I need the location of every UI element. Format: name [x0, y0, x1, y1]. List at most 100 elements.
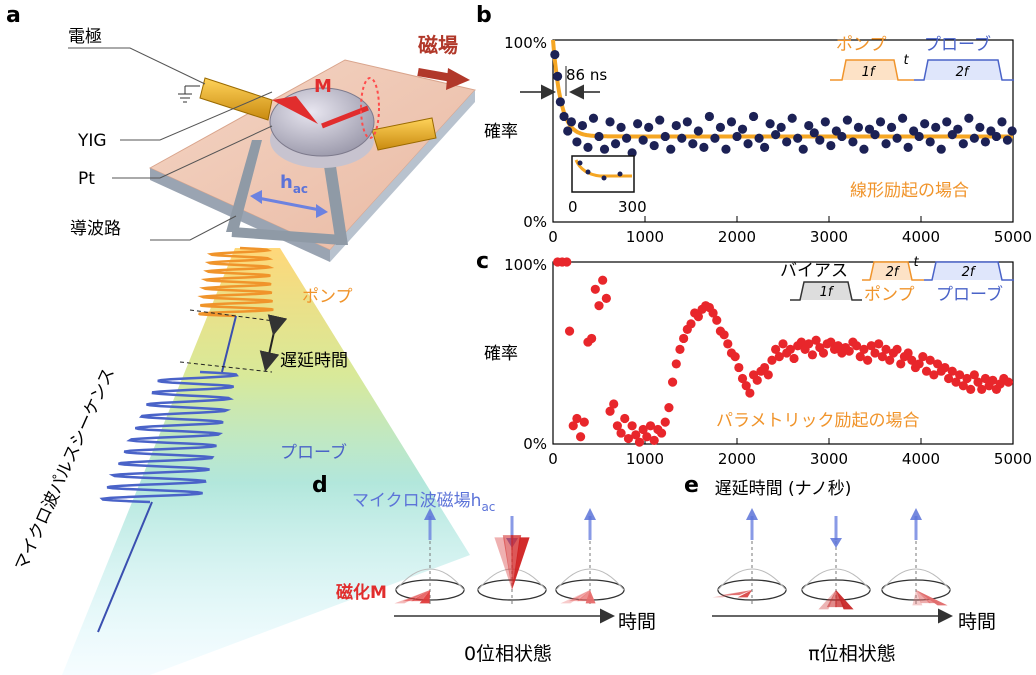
plot-c-data-point	[925, 355, 935, 365]
plot-c-data-point	[885, 355, 895, 365]
plot-c-data-point	[564, 326, 575, 336]
plot-b-xtick-label: 3000	[810, 228, 848, 246]
inset-tick-0: 0	[568, 198, 578, 216]
plot-b-data-point	[732, 131, 742, 142]
magnetization-vector	[737, 590, 752, 598]
plot-b-data-point	[743, 139, 753, 149]
plot-b-data-point	[566, 117, 577, 127]
plot-c-data-point	[579, 417, 589, 427]
magnetization-vector	[836, 590, 854, 610]
plot-b-data-point	[875, 117, 886, 127]
field-arrow	[417, 68, 453, 82]
leader-electrode	[68, 47, 206, 85]
plot-c-data-point	[811, 335, 821, 345]
plot-b-xtick-label: 2000	[718, 228, 756, 246]
plot-b-data-point	[853, 122, 864, 132]
plot-c-data-point	[598, 275, 608, 285]
inset-point	[617, 171, 623, 177]
plot-b-data-point	[914, 131, 924, 142]
plot-c-ylabel: 確率	[484, 344, 518, 364]
plot-c-data-point	[609, 399, 619, 409]
plot-b-data-point	[920, 119, 930, 129]
magnetization-vector	[916, 590, 948, 606]
leader-waveguide	[150, 215, 237, 241]
plot-c-data-point	[623, 433, 634, 444]
plot-b-data-point	[964, 113, 974, 123]
plot-b-data-point	[870, 130, 880, 140]
plot-b-data-point	[599, 144, 610, 154]
plot-c-data-point	[947, 366, 957, 376]
plot-b-data-point	[699, 142, 709, 152]
precession-dome	[395, 568, 465, 591]
magnetization-vector	[411, 590, 430, 602]
plot-c-data-point	[771, 344, 781, 354]
label-waveguide: 導波路	[70, 219, 121, 239]
plot-c-data-point	[951, 377, 961, 387]
plot-b-data-point	[787, 113, 797, 123]
plot-b-data-point	[737, 124, 748, 134]
plot-b-data-point	[715, 122, 726, 132]
plot-b-data-point	[671, 120, 681, 131]
plot-b-data-point	[837, 131, 847, 142]
plot-c-data-point	[852, 341, 862, 351]
plot-c-data-point	[877, 352, 887, 362]
plot-b-data-point	[677, 133, 687, 143]
plot-b-data-point	[936, 144, 946, 154]
legend-c-probe-freq: 2f	[962, 265, 977, 280]
plot-c-data-point	[594, 301, 604, 311]
precession-dome	[555, 568, 625, 591]
plot-c-data-point	[866, 341, 876, 351]
label-pump: ポンプ	[302, 287, 353, 307]
precession-dome	[801, 568, 871, 591]
plot-c-xtick-label: 3000	[810, 450, 848, 468]
plot-c-data-point	[980, 373, 991, 384]
plot-c-data-point	[656, 428, 667, 438]
plot-b-data-point	[644, 122, 654, 132]
plot-b-data-point	[588, 113, 599, 123]
plot-c-data-point	[745, 388, 755, 398]
plot-b-data-point	[655, 115, 665, 125]
plot-b-data-point	[881, 139, 891, 149]
plot-b-data-point	[804, 120, 814, 131]
label-sequence: マイクロ波パルスシーケンス	[11, 365, 119, 574]
plot-c-data-point	[962, 373, 972, 384]
microwave-beam	[62, 248, 470, 675]
plot-c-data-point	[944, 373, 954, 384]
plot-b-data-point	[892, 133, 902, 143]
magnetization-vector	[585, 590, 596, 604]
plot-b-data-point	[1007, 126, 1017, 136]
plot-c-data-point	[752, 375, 762, 385]
plot-b-data-point	[693, 126, 703, 136]
plot-c-data-point	[903, 348, 913, 358]
label-magnetic-field: 磁場	[418, 33, 458, 57]
label-time-e: 時間	[958, 611, 996, 633]
legend-c-bias: バイアス	[780, 261, 848, 281]
plot-b-data-point	[859, 144, 869, 154]
plot-c-data-point	[634, 437, 645, 447]
inset-tick-300: 300	[618, 198, 647, 216]
pump-waveform	[197, 246, 275, 318]
plot-b-data-point	[583, 142, 593, 152]
plot-b-data-point	[931, 122, 941, 132]
plot-b-data-point	[798, 144, 808, 154]
magnetization-vector	[818, 590, 836, 610]
label-hac-sub: ac	[293, 182, 308, 196]
magnetization-vector	[729, 590, 752, 596]
plot-c-data-point	[664, 403, 674, 413]
plot-c-data-point	[763, 370, 773, 380]
magnetization-vector	[419, 590, 430, 604]
label-pt: Pt	[78, 169, 95, 189]
plot-c-data-point	[576, 432, 586, 442]
microwave-field-arrowhead	[424, 508, 436, 520]
plot-b-data-point	[649, 140, 659, 151]
plot-b-xtick-label: 5000	[994, 228, 1032, 246]
inset-point	[601, 175, 607, 181]
plot-c-data-point	[616, 428, 626, 438]
plot-c-ytick-0: 0%	[523, 435, 547, 453]
plot-b-data-point	[782, 137, 792, 147]
microwave-field-arrowhead	[910, 508, 922, 520]
caption-d: 0位相状態	[464, 643, 552, 665]
label-microwave-field-base: マイクロ波磁場h	[352, 491, 481, 511]
plot-c-data-point	[881, 344, 891, 354]
plot-c-data-point	[955, 370, 965, 380]
